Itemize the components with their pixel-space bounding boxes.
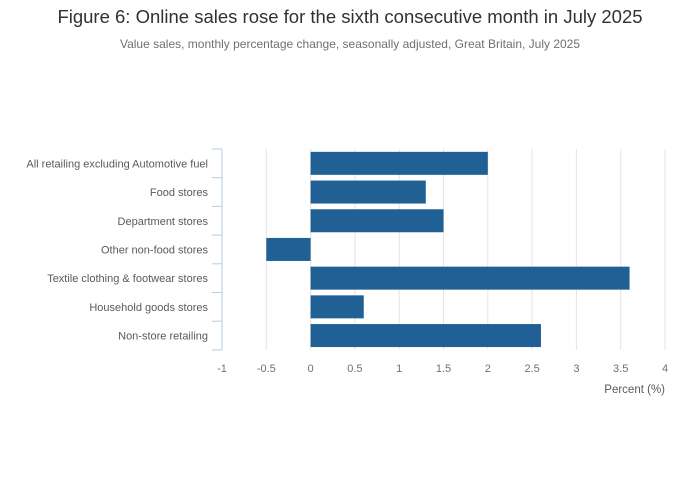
category-label: Non-store retailing (118, 331, 208, 343)
x-tick-label: 2.5 (524, 363, 539, 375)
category-label: Other non-food stores (101, 244, 209, 256)
bar (310, 180, 426, 204)
chart-title: Figure 6: Online sales rose for the sixt… (57, 6, 643, 27)
bar (310, 295, 364, 319)
bar (266, 237, 311, 261)
value-axis: -1 -0.5 0 0.5 1 1.5 2 2.5 3 3.5 4 (217, 363, 668, 375)
x-tick-label: 4 (662, 363, 668, 375)
x-tick-label: 0.5 (347, 363, 362, 375)
x-tick-label: 3 (573, 363, 579, 375)
x-tick-label: 2 (485, 363, 491, 375)
gridlines (265, 149, 666, 350)
bars (266, 151, 630, 348)
bar (310, 266, 630, 290)
bar (310, 209, 444, 233)
x-tick-label: 3.5 (613, 363, 628, 375)
category-label: Food stores (150, 187, 209, 199)
chart-subtitle: Value sales, monthly percentage change, … (119, 37, 581, 51)
bar (310, 151, 488, 175)
category-label: All retailing excluding Automotive fuel (26, 158, 208, 170)
x-axis-title: Percent (%) (604, 384, 665, 396)
category-axis: All retailing excluding Automotive fuel F… (26, 148, 223, 351)
category-label: Household goods stores (89, 302, 208, 314)
x-tick-label: -0.5 (257, 363, 276, 375)
x-tick-label: 0 (308, 363, 314, 375)
x-tick-label: 1 (396, 363, 402, 375)
x-tick-label: -1 (217, 363, 227, 375)
x-tick-label: 1.5 (436, 363, 451, 375)
bar (310, 324, 541, 348)
category-label: Department stores (118, 216, 209, 228)
category-label: Textile clothing & footwear stores (47, 273, 208, 285)
